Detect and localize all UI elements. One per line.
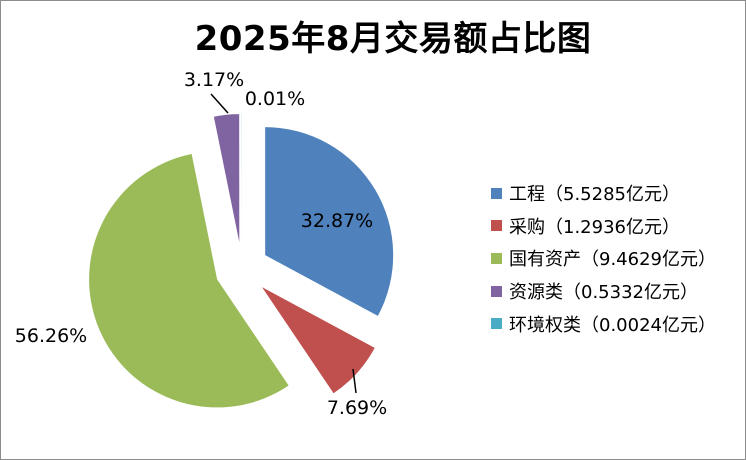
legend-item: 资源类（0.5332亿元） xyxy=(491,275,716,308)
legend-label: 资源类（0.5332亿元） xyxy=(509,282,698,304)
legend-swatch xyxy=(491,187,502,199)
legend-item: 国有资产（9.4629亿元） xyxy=(491,242,716,275)
legend-item: 采购（1.2936亿元） xyxy=(491,210,716,243)
legend-item: 工程（5.5285亿元） xyxy=(491,177,716,210)
legend-swatch xyxy=(491,252,502,264)
pie-slice xyxy=(265,127,394,316)
legend-swatch xyxy=(491,220,502,232)
data-label: 7.69% xyxy=(327,397,387,419)
leader-line xyxy=(210,93,229,114)
leader-line xyxy=(352,368,357,394)
legend: 工程（5.5285亿元） 采购（1.2936亿元） 国有资产（9.4629亿元）… xyxy=(491,177,716,340)
pie-slice xyxy=(213,114,240,243)
chart-title: 2025年8月交易额占比图 xyxy=(194,19,592,59)
legend-label: 工程（5.5285亿元） xyxy=(509,184,680,206)
data-label: 56.26% xyxy=(15,325,87,347)
legend-swatch xyxy=(491,285,502,297)
legend-label: 环境权类（0.0024亿元） xyxy=(509,314,716,336)
data-label: 32.87% xyxy=(301,210,373,232)
pie-slice xyxy=(262,287,375,394)
legend-swatch xyxy=(491,318,502,330)
data-label: 3.17% xyxy=(184,69,244,91)
legend-label: 采购（1.2936亿元） xyxy=(509,216,680,238)
legend-item: 环境权类（0.0024亿元） xyxy=(491,307,716,340)
pie-slice xyxy=(89,153,289,408)
data-label: 0.01% xyxy=(245,88,305,110)
legend-label: 国有资产（9.4629亿元） xyxy=(509,249,716,271)
